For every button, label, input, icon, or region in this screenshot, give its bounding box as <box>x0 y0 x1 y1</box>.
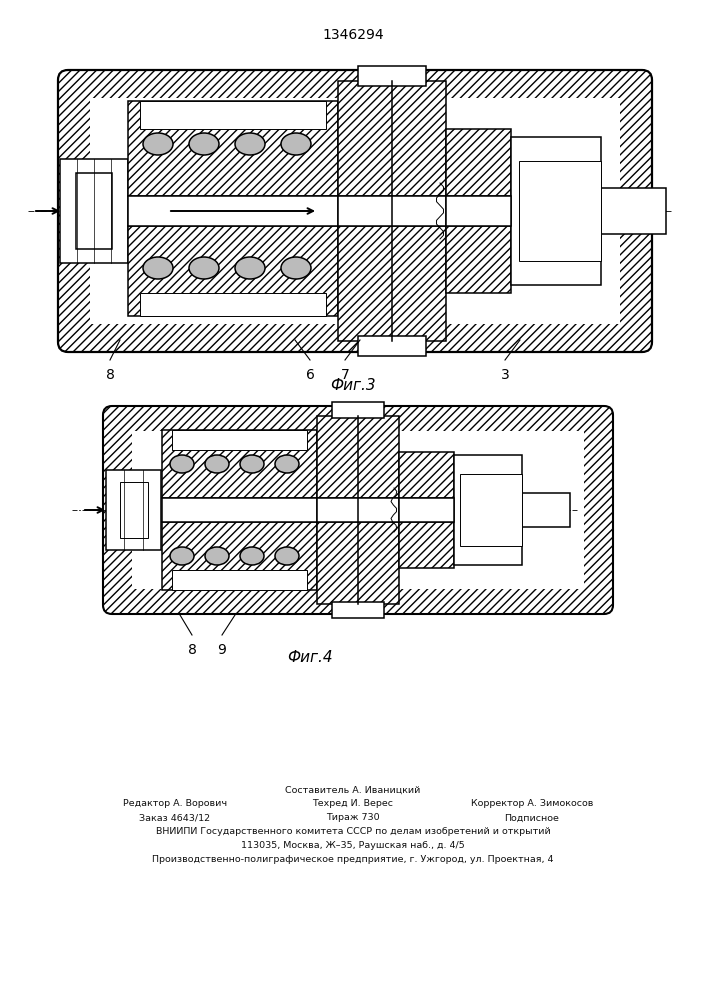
Text: Фиг.4: Фиг.4 <box>287 650 333 665</box>
Ellipse shape <box>189 257 219 279</box>
Bar <box>128 226 338 316</box>
Text: 8: 8 <box>105 368 115 382</box>
Bar <box>460 474 522 546</box>
Bar <box>338 226 446 341</box>
Bar <box>446 226 511 293</box>
Ellipse shape <box>143 133 173 155</box>
Ellipse shape <box>235 133 265 155</box>
Bar <box>511 137 601 285</box>
Bar <box>399 522 454 568</box>
Text: Производственно-полиграфическое предприятие, г. Ужгород, ул. Проектная, 4: Производственно-полиграфическое предприя… <box>152 856 554 864</box>
Ellipse shape <box>143 257 173 279</box>
Ellipse shape <box>240 455 264 473</box>
Text: ВНИИПИ Государственного комитета СССР по делам изобретений и открытий: ВНИИПИ Государственного комитета СССР по… <box>156 828 550 836</box>
Bar <box>76 173 112 249</box>
Text: 9: 9 <box>218 643 226 657</box>
Text: 113035, Москва, Ж–35, Раушская наб., д. 4/5: 113035, Москва, Ж–35, Раушская наб., д. … <box>241 842 465 850</box>
Bar <box>358 336 426 356</box>
Bar <box>358 66 426 86</box>
Bar <box>132 431 584 589</box>
Bar <box>172 430 307 450</box>
Bar <box>317 522 399 604</box>
Bar <box>317 498 399 522</box>
Bar <box>446 196 511 226</box>
FancyBboxPatch shape <box>103 406 613 614</box>
Text: Заказ 4643/12: Заказ 4643/12 <box>139 814 211 822</box>
Text: Составитель А. Иваницкий: Составитель А. Иваницкий <box>286 786 421 794</box>
Text: Тираж 730: Тираж 730 <box>326 814 380 822</box>
Bar <box>140 101 326 129</box>
Text: 8: 8 <box>187 643 197 657</box>
Bar <box>454 455 522 565</box>
Bar <box>162 430 317 498</box>
Ellipse shape <box>189 133 219 155</box>
Bar <box>399 452 454 498</box>
Bar <box>120 482 148 538</box>
Bar <box>172 570 307 590</box>
Bar <box>399 498 454 522</box>
Bar <box>332 402 384 418</box>
Bar <box>90 98 620 324</box>
Ellipse shape <box>170 547 194 565</box>
Bar <box>522 493 570 527</box>
Bar <box>338 81 446 196</box>
Ellipse shape <box>235 257 265 279</box>
Text: 6: 6 <box>305 368 315 382</box>
Ellipse shape <box>170 455 194 473</box>
Bar <box>519 161 601 261</box>
Ellipse shape <box>275 455 299 473</box>
Bar <box>162 522 317 590</box>
Ellipse shape <box>275 547 299 565</box>
Bar <box>128 101 338 196</box>
Bar <box>128 196 338 226</box>
Text: Корректор А. Зимокосов: Корректор А. Зимокосов <box>471 800 593 808</box>
Text: Техред И. Верес: Техред И. Верес <box>312 800 394 808</box>
Ellipse shape <box>281 257 311 279</box>
Bar <box>106 470 161 550</box>
Ellipse shape <box>281 133 311 155</box>
Text: Фиг.3: Фиг.3 <box>330 378 376 393</box>
Bar <box>60 159 128 263</box>
Bar <box>332 602 384 618</box>
Bar <box>601 188 666 234</box>
Text: Подписное: Подписное <box>505 814 559 822</box>
Text: 3: 3 <box>501 368 509 382</box>
Ellipse shape <box>240 547 264 565</box>
Ellipse shape <box>205 455 229 473</box>
Bar <box>162 498 317 522</box>
Bar <box>317 416 399 498</box>
Text: Редактор А. Ворович: Редактор А. Ворович <box>123 800 227 808</box>
Bar <box>446 129 511 196</box>
Bar <box>338 196 446 226</box>
Bar <box>140 293 326 316</box>
Ellipse shape <box>205 547 229 565</box>
FancyBboxPatch shape <box>58 70 652 352</box>
Text: 7: 7 <box>341 368 349 382</box>
Text: 1346294: 1346294 <box>322 28 384 42</box>
